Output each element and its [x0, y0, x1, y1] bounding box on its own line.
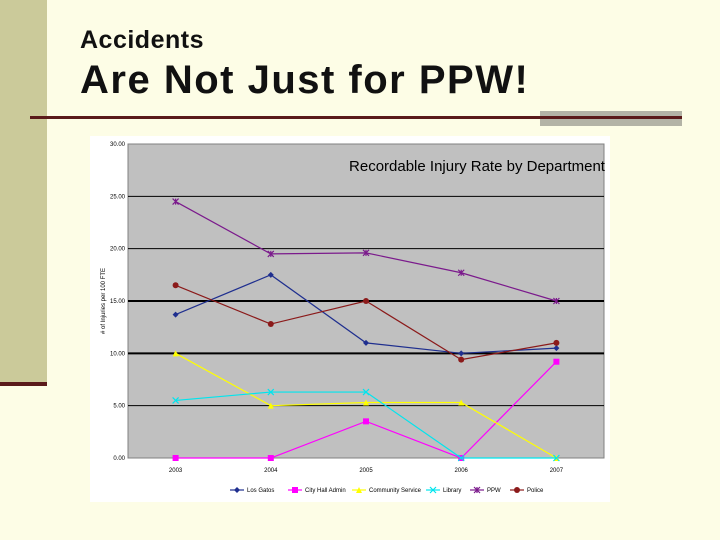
title-rule: [30, 116, 682, 119]
data-point: [267, 250, 275, 258]
data-point: [458, 350, 465, 357]
title-rule-accent-line: [540, 116, 682, 119]
data-point: [552, 454, 560, 462]
data-point: [172, 311, 179, 318]
data-point: [172, 350, 179, 357]
data-point: [356, 487, 362, 493]
legend-entry: Police: [510, 487, 544, 494]
y-tick-label: 25.00: [110, 194, 126, 200]
slide-subtitle: Accidents: [80, 26, 204, 54]
data-point: [292, 487, 298, 493]
legend-label: Community Service: [369, 488, 422, 494]
data-point: [553, 358, 560, 365]
data-point: [267, 271, 274, 278]
data-point: [457, 454, 465, 462]
y-tick-label: 15.00: [110, 299, 126, 305]
data-point: [362, 249, 370, 257]
data-point: [267, 402, 274, 409]
y-tick-label: 30.00: [110, 142, 126, 148]
data-point: [553, 345, 560, 352]
data-point: [172, 198, 180, 205]
y-tick-label: 20.00: [110, 247, 126, 253]
legend-label: Police: [527, 488, 544, 494]
data-point: [267, 455, 274, 461]
data-point: [172, 455, 179, 461]
chart-title: Recordable Injury Rate by Department: [349, 158, 606, 175]
data-point: [363, 339, 369, 346]
data-point: [234, 487, 240, 493]
y-axis-label: # of Injuries per 100 FTE: [101, 268, 107, 334]
data-point: [363, 418, 369, 425]
legend-entry: PPW: [470, 486, 501, 494]
legend-entry: Library: [426, 486, 461, 494]
data-point: [458, 399, 465, 406]
data-point: [458, 356, 465, 363]
legend-label: Los Gatos: [247, 488, 274, 494]
y-tick-label: 0.00: [113, 456, 125, 462]
data-point: [553, 339, 560, 346]
series-ppw: [172, 198, 560, 305]
legend-label: City Hall Admin: [305, 488, 346, 494]
legend-entry: City Hall Admin: [288, 487, 346, 494]
data-point: [363, 298, 369, 304]
y-tick-label: 5.00: [113, 404, 125, 410]
data-point: [172, 397, 180, 404]
x-tick-label: 2005: [359, 468, 373, 474]
series-library: [172, 388, 560, 462]
data-point: [514, 487, 520, 493]
data-point: [267, 388, 275, 396]
data-point: [552, 297, 560, 305]
data-point: [429, 486, 437, 494]
series-los-gatos: [172, 271, 560, 357]
data-point: [362, 388, 370, 396]
legend-entry: Los Gatos: [230, 487, 274, 494]
legend-entry: Community Service: [352, 487, 422, 494]
x-tick-label: 2006: [455, 468, 469, 474]
x-tick-label: 2004: [264, 468, 278, 474]
side-accent-line: [0, 382, 47, 386]
slide-title: Are Not Just for PPW!: [80, 58, 530, 102]
legend-label: PPW: [487, 488, 501, 494]
y-tick-label: 10.00: [110, 351, 126, 357]
legend-label: Library: [443, 488, 461, 494]
x-tick-label: 2003: [169, 468, 183, 474]
data-point: [473, 486, 481, 494]
series-police: [172, 282, 560, 363]
data-point: [267, 321, 274, 328]
data-point: [363, 399, 369, 406]
chart-container: 0.00 5.00 10.00 15.00 20.00 25.00 30.00 2003 20…: [90, 136, 610, 502]
side-accent-bar: [0, 0, 47, 382]
line-chart: 0.00 5.00 10.00 15.00 20.00 25.00 30.00 2003 20…: [101, 142, 606, 494]
data-point: [172, 282, 179, 289]
x-tick-label: 2007: [550, 468, 564, 474]
data-point: [457, 269, 465, 277]
